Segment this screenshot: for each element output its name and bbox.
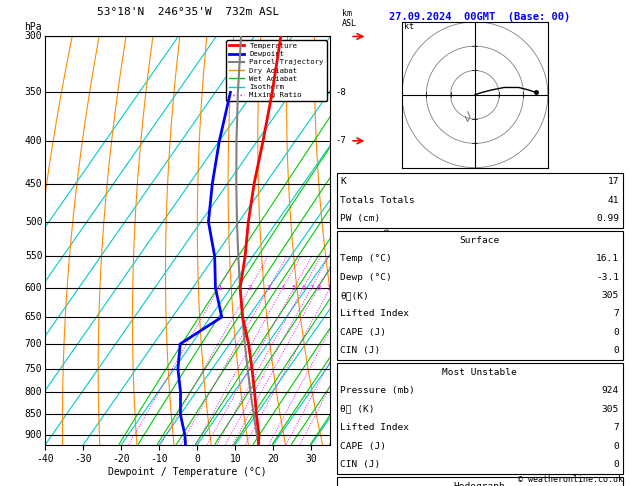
Text: 0: 0 [613, 460, 619, 469]
Text: 53°18'N  246°35'W  732m ASL: 53°18'N 246°35'W 732m ASL [97, 7, 279, 17]
Text: 1: 1 [217, 285, 221, 291]
Text: 0: 0 [613, 347, 619, 355]
Text: 17: 17 [608, 177, 619, 186]
X-axis label: Dewpoint / Temperature (°C): Dewpoint / Temperature (°C) [108, 467, 267, 477]
Text: 550: 550 [25, 251, 42, 261]
Text: 450: 450 [25, 178, 42, 189]
Text: 7: 7 [613, 423, 619, 432]
Text: 10: 10 [326, 285, 335, 291]
Text: 350: 350 [25, 87, 42, 97]
Legend: Temperature, Dewpoint, Parcel Trajectory, Dry Adiabat, Wet Adiabat, Isotherm, Mi: Temperature, Dewpoint, Parcel Trajectory… [226, 40, 326, 101]
Text: 700: 700 [25, 339, 42, 349]
Text: 5: 5 [292, 285, 296, 291]
Text: 8: 8 [316, 285, 320, 291]
Text: Most Unstable: Most Unstable [442, 368, 517, 377]
Text: -2: -2 [336, 388, 347, 397]
Text: Surface: Surface [460, 236, 499, 244]
Text: 305: 305 [602, 291, 619, 300]
Text: Dewp (°C): Dewp (°C) [340, 273, 392, 281]
Text: CAPE (J): CAPE (J) [340, 442, 386, 451]
Text: -4: -4 [336, 312, 347, 322]
Text: CIN (J): CIN (J) [340, 460, 381, 469]
Text: Pressure (mb): Pressure (mb) [340, 386, 415, 395]
Text: 4: 4 [281, 285, 285, 291]
Text: hPa: hPa [24, 22, 42, 33]
Text: 2: 2 [248, 285, 252, 291]
Text: 305: 305 [602, 405, 619, 414]
Text: 650: 650 [25, 312, 42, 322]
Text: kt: kt [404, 22, 415, 31]
Text: -5: -5 [336, 252, 347, 261]
Text: 300: 300 [25, 32, 42, 41]
Text: Temp (°C): Temp (°C) [340, 254, 392, 263]
Text: 500: 500 [25, 217, 42, 227]
Text: Lifted Index: Lifted Index [340, 423, 409, 432]
Text: θᴄ (K): θᴄ (K) [340, 405, 375, 414]
Text: K: K [340, 177, 346, 186]
Text: 16.1: 16.1 [596, 254, 619, 263]
Text: 900: 900 [25, 430, 42, 440]
Text: Hodograph: Hodograph [454, 482, 506, 486]
Text: -7: -7 [336, 137, 347, 145]
Text: 800: 800 [25, 387, 42, 398]
Text: Totals Totals: Totals Totals [340, 196, 415, 205]
Text: 7: 7 [613, 310, 619, 318]
Text: -1: -1 [336, 410, 347, 419]
Text: CAPE (J): CAPE (J) [340, 328, 386, 337]
Text: -6: -6 [336, 179, 347, 188]
Text: 924: 924 [602, 386, 619, 395]
Text: 0: 0 [613, 328, 619, 337]
Text: 3: 3 [267, 285, 271, 291]
Text: -8: -8 [336, 88, 347, 97]
Text: km
ASL: km ASL [342, 9, 357, 28]
Text: 7: 7 [309, 285, 313, 291]
Text: 0.99: 0.99 [596, 214, 619, 223]
Text: 27.09.2024  00GMT  (Base: 00): 27.09.2024 00GMT (Base: 00) [389, 12, 571, 22]
Text: 0: 0 [613, 442, 619, 451]
Text: 6: 6 [301, 285, 306, 291]
Text: © weatheronline.co.uk: © weatheronline.co.uk [518, 474, 623, 484]
Text: 400: 400 [25, 136, 42, 146]
Text: 600: 600 [25, 283, 42, 293]
Text: θᴄ(K): θᴄ(K) [340, 291, 369, 300]
Text: Mixing Ratio (g/kg): Mixing Ratio (g/kg) [382, 193, 392, 288]
Text: CIN (J): CIN (J) [340, 347, 381, 355]
Text: -3.1: -3.1 [596, 273, 619, 281]
Text: -₅CL: -₅CL [336, 348, 354, 357]
Text: 41: 41 [608, 196, 619, 205]
Text: Lifted Index: Lifted Index [340, 310, 409, 318]
Text: 850: 850 [25, 409, 42, 419]
Text: 750: 750 [25, 364, 42, 374]
Text: PW (cm): PW (cm) [340, 214, 381, 223]
